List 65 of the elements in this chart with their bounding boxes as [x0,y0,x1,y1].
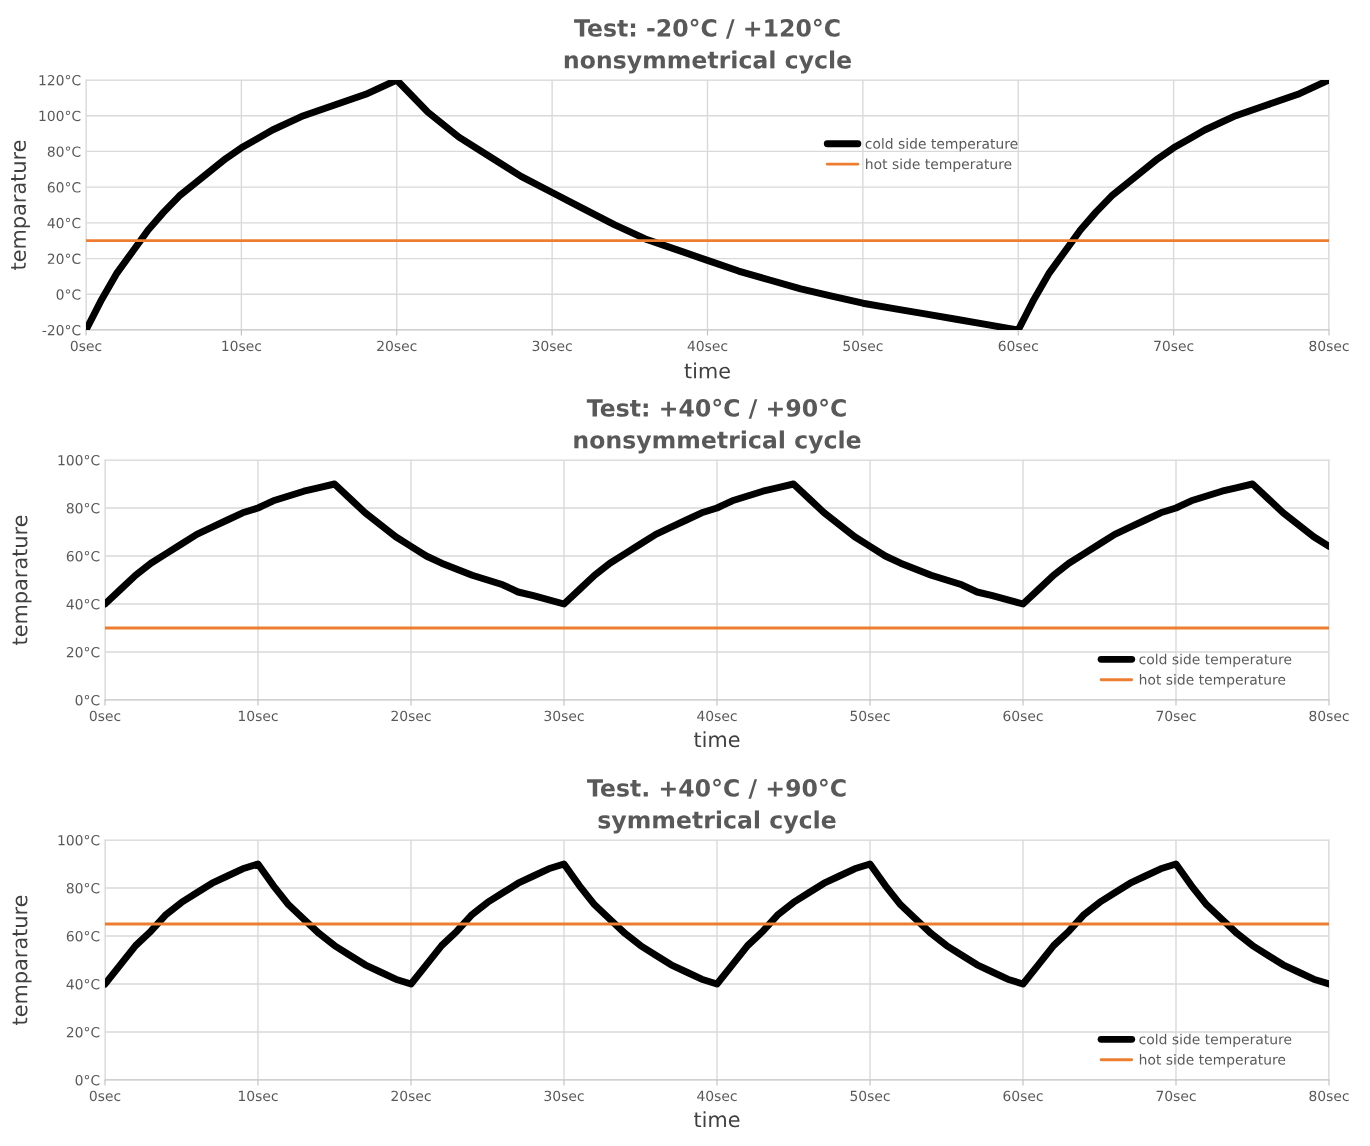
chart-subtitle: nonsymmetrical cycle [564,50,851,74]
x-tick-label: 60sec [1003,710,1043,722]
y-tick-label: 40°C [66,598,100,610]
x-tick-label: 40sec [687,340,728,352]
x-tick-label: 10sec [222,340,262,352]
y-tick-label: 40°C [47,217,81,229]
x-axis-title: time [684,362,730,379]
x-tick-label: 20sec [377,340,417,352]
x-tick-label: 0sec [89,1090,121,1102]
y-tick-label: 0°C [75,694,100,706]
y-tick-label: 20°C [66,646,100,658]
y-tick-label: -20°C [42,324,81,336]
chart-title: Test: -20°C / +120°C [574,18,840,39]
y-tick-label: 80°C [66,502,100,514]
y-tick-label: 80°C [47,146,81,157]
x-tick-label: 30sec [544,1090,584,1102]
y-tick-label: 0°C [75,1074,100,1086]
x-tick-label: 0sec [70,340,102,352]
x-tick-label: 20sec [391,710,431,722]
x-tick-label: 70sec [1154,340,1194,352]
y-tick-label: 120°C [39,74,81,86]
y-tick-label: 60°C [66,550,100,562]
chart-title: Test. +40°C / +90°C [587,778,846,799]
x-tick-label: 0sec [89,710,121,722]
y-tick-label: 100°C [58,454,100,466]
x-tick-label: 60sec [1003,1090,1043,1102]
x-tick-label: 80sec [1309,340,1349,352]
x-tick-label: 40sec [697,1090,737,1102]
x-tick-label: 80sec [1309,1090,1349,1102]
legend-label: cold side temperature [865,138,1018,152]
x-tick-label: 30sec [544,710,584,722]
legend-label: cold side temperature [1139,1033,1292,1048]
x-tick-label: 10sec [238,710,278,722]
y-axis-title: temparature [12,895,32,1025]
x-tick-label: 70sec [1156,710,1196,722]
y-tick-label: 60°C [47,182,81,193]
x-axis-title: time [694,731,740,748]
x-tick-label: 10sec [238,1090,278,1102]
y-tick-label: 20°C [47,253,81,265]
legend-label: hot side temperature [1139,1054,1286,1068]
y-tick-label: 100°C [39,110,81,122]
y-tick-label: 0°C [56,289,81,300]
y-tick-label: 80°C [66,882,100,894]
x-axis-title: time [694,1111,740,1128]
legend-label: cold side temperature [1139,653,1292,668]
x-tick-label: 70sec [1156,1090,1196,1102]
x-tick-label: 60sec [998,340,1038,352]
y-axis-title: temparature [11,140,31,270]
x-tick-label: 50sec [850,1090,890,1102]
chart-title: Test: +40°C / +90°C [586,398,846,419]
y-axis-title: temparature [12,515,32,645]
x-tick-label: 40sec [697,710,737,722]
y-tick-label: 100°C [58,834,100,846]
y-tick-label: 60°C [66,930,100,942]
x-tick-label: 50sec [850,710,890,722]
y-tick-label: 40°C [66,978,100,990]
x-tick-label: 80sec [1309,710,1349,722]
legend-label: hot side temperature [1139,674,1286,688]
x-tick-label: 30sec [532,340,572,352]
chart-subtitle: symmetrical cycle [598,810,836,834]
y-tick-label: 20°C [66,1026,100,1038]
chart-subtitle: nonsymmetrical cycle [574,430,861,454]
legend-label: hot side temperature [866,158,1012,172]
x-tick-label: 20sec [391,1090,431,1102]
x-tick-label: 50sec [843,340,883,352]
